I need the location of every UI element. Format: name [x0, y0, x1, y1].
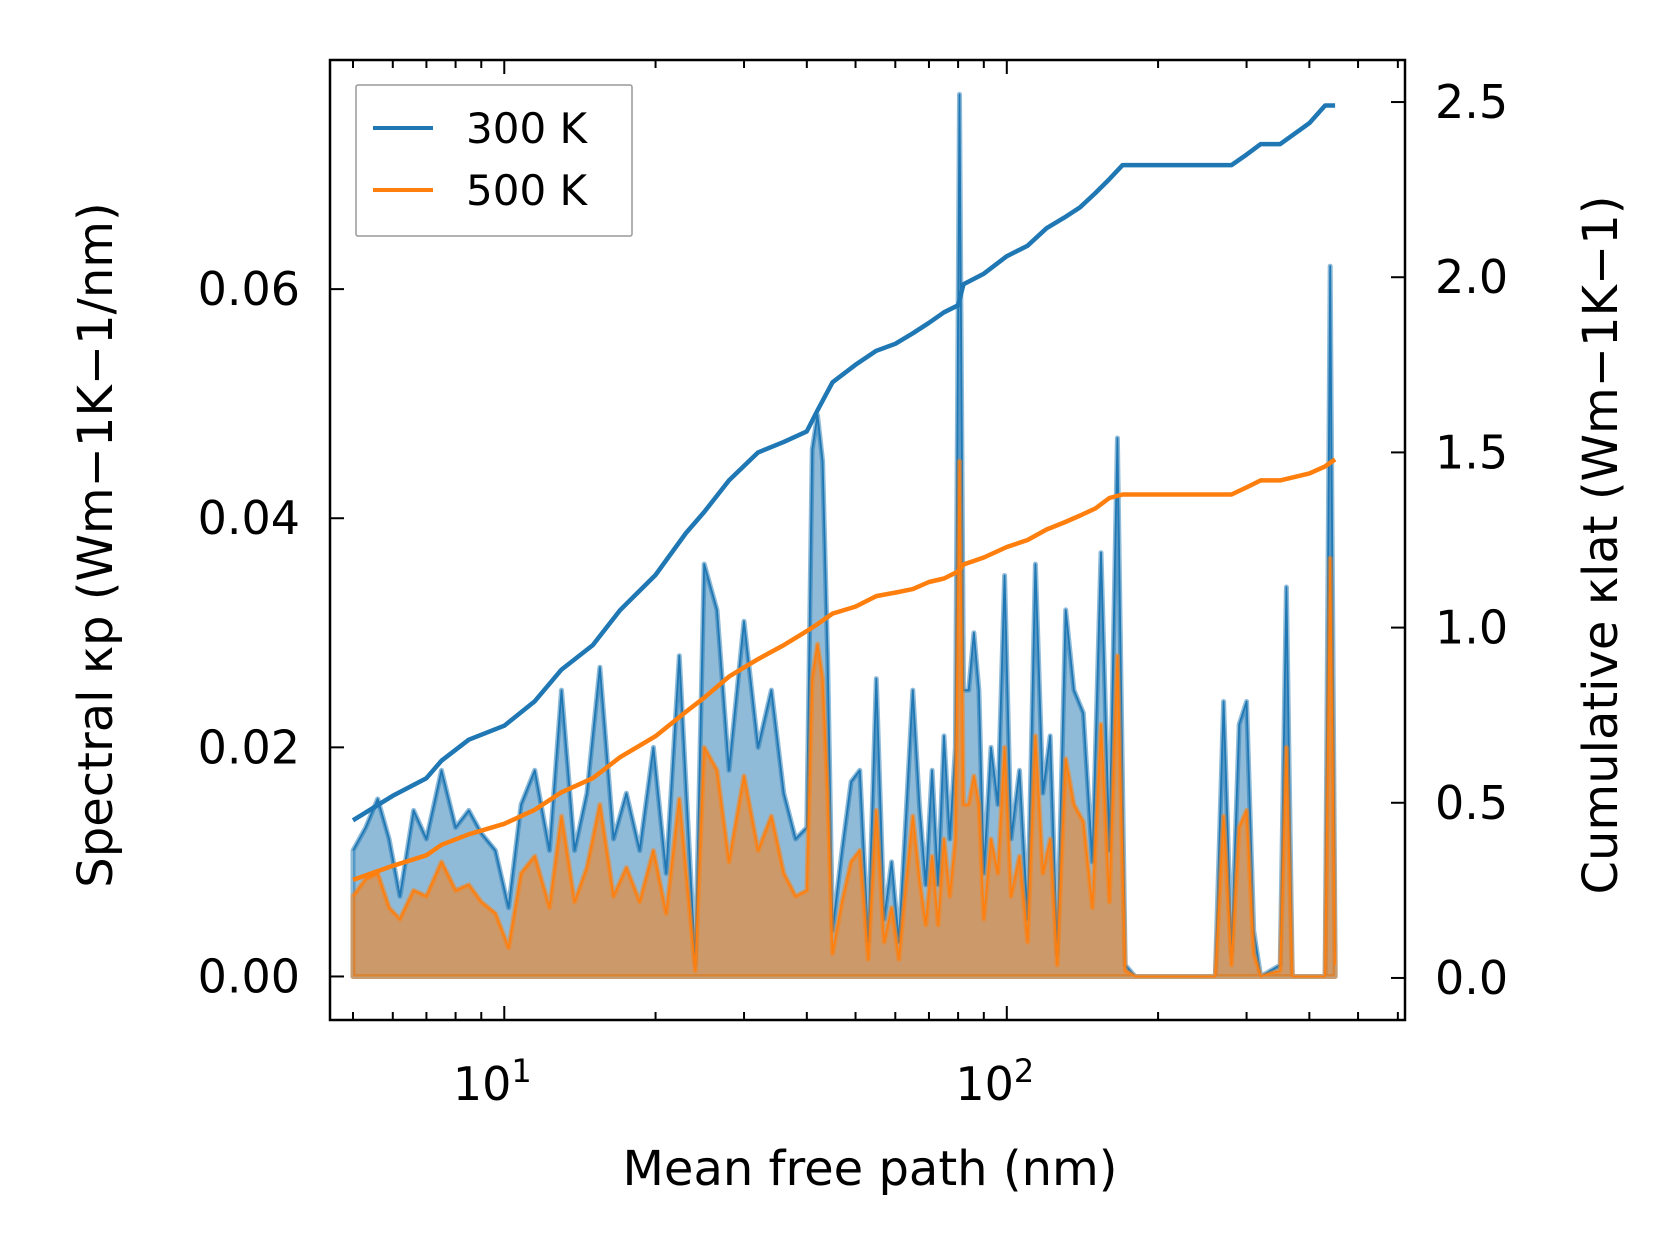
spectral-line-500k	[352, 460, 1336, 978]
y-axis-label-left: Spectral κp (Wm−1K−1/nm)	[68, 202, 124, 887]
cumulative-line-300k	[351, 103, 1336, 823]
x-tick-label-base: 10	[955, 1057, 1014, 1111]
x-axis-label: Mean free path (nm)	[623, 1141, 1118, 1197]
y-left-tick-label: 0.00	[198, 949, 300, 1003]
x-tick-label-exponent: 1	[511, 1052, 531, 1090]
legend-label-300k: 300 K	[466, 104, 589, 153]
y-right-tick-label: 0.5	[1435, 776, 1508, 830]
y-right-tick-label: 1.5	[1435, 425, 1508, 479]
legend: 300 K 500 K	[355, 84, 633, 237]
x-tick-label: 101	[453, 1052, 532, 1111]
y-axis-label-right: Cumulative κlat (Wm−1K−1)	[1573, 196, 1629, 895]
y-right-tick-label: 0.0	[1435, 951, 1508, 1005]
x-tick-label-base: 10	[453, 1057, 512, 1111]
cumulative-line-500k	[352, 457, 1337, 883]
x-tick-label-exponent: 2	[1014, 1052, 1034, 1090]
y-left-tick-label: 0.06	[198, 262, 300, 316]
x-tick-label: 102	[955, 1052, 1034, 1111]
y-right-tick-label: 2.5	[1435, 75, 1508, 129]
y-left-tick-label: 0.02	[198, 720, 300, 774]
plot-frame	[328, 58, 1407, 1022]
y-right-tick-label: 2.0	[1435, 250, 1508, 304]
plot-layer	[350, 91, 1338, 979]
legend-box	[355, 84, 633, 237]
y-right-tick-label: 1.0	[1435, 601, 1508, 655]
y-left-tick-label: 0.04	[198, 491, 300, 545]
legend-label-500k: 500 K	[466, 166, 589, 215]
